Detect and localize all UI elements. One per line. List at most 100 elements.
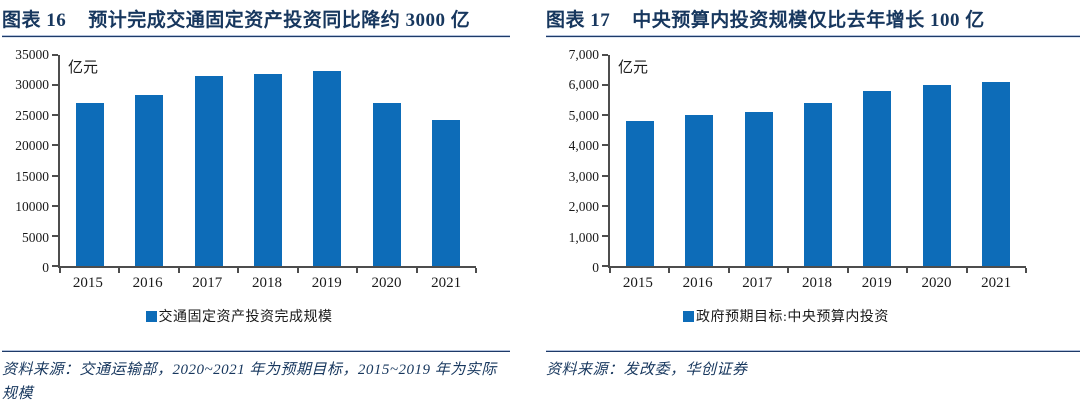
y-axis-tick-mark [602,84,608,87]
bar-2018 [803,103,832,266]
x-axis-tick-label: 2018 [802,275,833,291]
x-axis-tick-mark [787,268,790,273]
bar-slot [357,55,416,266]
bar-2015 [625,121,654,266]
figure-label: 图表 17 [546,9,611,31]
x-axis-labels: 2015 2016 2017 2018 2019 2020 2021 [608,268,1026,292]
x-axis-tick-mark [668,268,671,273]
bar-slot [179,55,238,266]
figure-title-text: 中央预算内投资规模仅比去年增长 100 亿 [632,9,985,31]
x-axis-tick-label: 2019 [311,275,342,291]
x-axis-tick-mark [356,268,359,273]
y-axis-tick-mark [52,204,58,207]
figure-17-section: 图表 17 中央预算内投资规模仅比去年增长 100 亿 0 1,000 2,000 3… [546,3,1080,406]
bar-slot [60,55,119,266]
y-axis-unit-label: 亿元 [68,60,99,76]
x-axis-tick-mark [415,268,418,273]
bar-slot [967,55,1026,266]
legend-label: 交通固定资产投资完成规模 [158,310,333,325]
figure-label: 图表 16 [2,9,67,31]
bar-2019 [313,71,342,266]
y-axis-tick-mark [52,174,58,177]
y-axis-tick-label: 25000 [15,107,49,123]
y-axis-tick-mark [52,114,58,117]
y-axis-tick-label: 10000 [15,199,49,215]
bar-2021 [432,120,461,266]
legend-swatch-icon [145,310,157,322]
x-axis-tick-mark [846,268,849,273]
x-axis-tick-mark [609,268,611,273]
x-axis-tick-mark [59,268,61,273]
x-axis-tick-label: 2017 [192,275,223,291]
bar-2018 [253,74,282,266]
x-axis-tick-mark [906,268,909,273]
x-axis-tick-label: 2020 [371,275,402,291]
bar-2016 [685,115,714,266]
title-underline-rule [2,35,510,38]
bar-2017 [744,112,773,266]
bar-slot [669,55,728,266]
bar-2019 [863,91,892,266]
y-axis-tick-label: 3,000 [568,168,599,184]
y-axis: 0 5000 10000 15000 20000 25000 30000 35000 [2,47,58,275]
y-axis-tick-label: 7,000 [568,47,599,62]
legend-swatch-icon [683,310,695,322]
y-axis-tick-mark [602,265,608,267]
bar-slot [788,55,847,266]
plot-area: 亿元 [52,54,477,273]
y-axis-tick-mark [52,265,58,267]
y-axis-tick-label: 4,000 [568,138,599,154]
bars [60,55,476,266]
x-axis-tick-label: 2015 [622,275,653,291]
y-axis-tick-label: 30000 [15,77,49,93]
x-axis-tick-label: 2018 [252,275,283,291]
legend-label: 政府预期目标:中央预算内投资 [696,310,889,325]
figure-16-section: 图表 16 预计完成交通固定资产投资同比降约 3000 亿 0 5000 10000… [2,3,510,406]
y-axis-tick-mark [602,114,608,117]
x-axis-tick-mark [296,268,299,273]
legend: 交通固定资产投资完成规模 [2,306,476,326]
legend: 政府预期目标:中央预算内投资 [546,306,1026,326]
y-axis-tick-label: 5,000 [568,107,599,123]
bar-2021 [982,82,1011,266]
plot-area: 亿元 [602,54,1027,273]
y-axis-tick-mark [602,204,608,207]
bar-slot [729,55,788,266]
x-axis-tick-mark [475,268,477,273]
y-axis-tick-label: 0 [42,260,49,275]
y-axis-tick-label: 35000 [15,47,49,62]
report-figures-row: 图表 16 预计完成交通固定资产投资同比降约 3000 亿 0 5000 10000… [2,3,1080,406]
bar-2017 [194,76,223,266]
y-axis-tick-mark [52,84,58,87]
bar-slot [417,55,476,266]
y-axis-tick-mark [52,54,58,56]
x-axis-tick-label: 2019 [861,275,892,291]
y-axis-tick-label: 15000 [15,168,49,184]
bar-2020 [372,102,401,266]
y-axis-tick-mark [602,174,608,177]
x-axis-tick-label: 2016 [682,275,713,291]
bar-2020 [922,85,951,266]
bar-slot [238,55,297,266]
bar-slot [610,55,669,266]
x-axis-tick-label: 2017 [742,275,773,291]
source-separator-rule [546,350,1080,352]
bar-2016 [135,94,164,266]
x-axis-tick-label: 2015 [72,275,103,291]
x-axis-tick-label: 2021 [431,275,462,291]
bar-chart-central-budget-investment: 0 1,000 2,000 3,000 4,000 5,000 6,000 7,000 亿元 … [546,47,1080,326]
figure-17-title: 图表 17 中央预算内投资规模仅比去年增长 100 亿 [546,3,1080,33]
y-axis-tick-mark [52,144,58,147]
bar-slot [298,55,357,266]
x-axis-tick-mark [1025,268,1027,273]
x-axis-tick-mark [177,268,180,273]
y-axis-tick-label: 0 [592,260,599,275]
bar-slot [848,55,907,266]
y-axis-tick-mark [52,234,58,237]
bar-slot [119,55,178,266]
bar-2015 [75,102,104,266]
title-underline-rule [546,35,1080,38]
plot: 0 1,000 2,000 3,000 4,000 5,000 6,000 7,000 亿元 [546,47,1080,275]
y-axis-tick-mark [602,144,608,147]
y-axis-tick-label: 1,000 [568,229,599,245]
